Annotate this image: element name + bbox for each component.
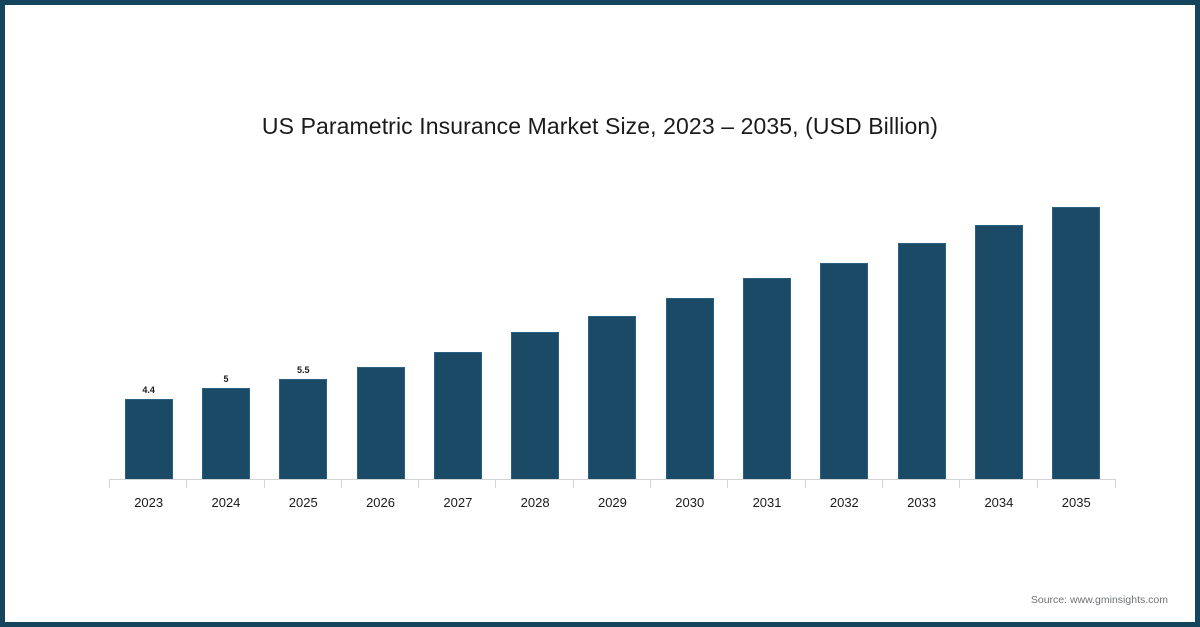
- bar-slot: [728, 190, 805, 479]
- x-axis-label-2024: 2024: [211, 495, 241, 510]
- tick-slot: [418, 479, 496, 488]
- bar-slot: 5: [187, 190, 264, 479]
- x-axis-line: [110, 479, 1115, 480]
- tick-slot: [727, 479, 805, 488]
- bar-series: 4.4 5 5.5: [110, 190, 1115, 479]
- x-axis-label-2032: 2032: [829, 495, 859, 510]
- x-axis-label-2031: 2031: [752, 495, 782, 510]
- tick-slot: [186, 479, 264, 488]
- bar-slot: [883, 190, 960, 479]
- bar-value-label: 4.4: [142, 385, 155, 395]
- x-axis-label-2025: 2025: [288, 495, 318, 510]
- bar-2032[interactable]: [820, 263, 869, 479]
- bar-2029[interactable]: [588, 316, 637, 479]
- bar-slot: [806, 190, 883, 479]
- bar-2026[interactable]: [356, 367, 405, 479]
- tick-slot: [650, 479, 728, 488]
- bar-slot: [651, 190, 728, 479]
- tick-slot: [804, 479, 883, 488]
- source-attribution: Source: www.gminsights.com: [1030, 594, 1168, 606]
- bar-slot: [342, 190, 419, 479]
- tick-mark: [263, 479, 265, 488]
- tick-slot: [109, 479, 187, 488]
- x-axis-label-2029: 2029: [597, 495, 627, 510]
- x-axis-labels: 2023 2024 2025 2026 2027 2028 2029 2030 2031 2032…: [110, 495, 1115, 510]
- bar-2023[interactable]: [124, 399, 173, 479]
- bar-2025[interactable]: [279, 379, 328, 479]
- tick-slot: [263, 479, 342, 488]
- tick-mark: [650, 479, 652, 488]
- bar-slot: [419, 190, 496, 479]
- tick-slot: [495, 479, 573, 488]
- x-axis-label-2033: 2033: [907, 495, 937, 510]
- tick-mark: [572, 479, 574, 488]
- tick-mark: [186, 479, 188, 488]
- tick-mark: [109, 479, 110, 488]
- tick-slot: [959, 479, 1037, 488]
- tick-mark: [727, 479, 729, 488]
- tick-slot: [572, 479, 651, 488]
- bar-slot: [1038, 190, 1115, 479]
- bar-value-label: 5.5: [296, 365, 310, 375]
- tick-mark: [881, 479, 883, 488]
- bar-slot: [496, 190, 573, 479]
- tick-mark: [340, 479, 342, 488]
- bar-2030[interactable]: [665, 298, 714, 479]
- bar-slot: 4.4: [110, 190, 187, 479]
- tick-slot: [881, 479, 960, 488]
- bar-2031[interactable]: [743, 278, 792, 479]
- tick-mark: [418, 479, 420, 488]
- bar-slot: [574, 190, 651, 479]
- x-axis-label-2035: 2035: [1061, 495, 1091, 510]
- x-axis-label-2034: 2034: [984, 495, 1014, 510]
- x-axis-label-2028: 2028: [520, 495, 550, 510]
- tick-mark: [1036, 479, 1038, 488]
- tick-slot: [340, 479, 419, 488]
- tick-mark: [959, 479, 961, 488]
- x-axis-label-2023: 2023: [134, 495, 164, 510]
- x-axis-label-2026: 2026: [366, 495, 395, 510]
- tick-mark: [1114, 479, 1116, 488]
- bar-2033[interactable]: [897, 243, 946, 479]
- chart-title: US Parametric Insurance Market Size, 202…: [261, 113, 939, 139]
- bar-value-label: 5: [223, 374, 229, 384]
- bar-2024[interactable]: [201, 388, 250, 479]
- bar-slot: [960, 190, 1037, 479]
- bar-2034[interactable]: [974, 225, 1023, 479]
- bar-2027[interactable]: [433, 352, 482, 479]
- x-axis-ticks: [109, 479, 1116, 488]
- tick-mark: [804, 479, 806, 488]
- x-axis-label-2027: 2027: [443, 495, 473, 510]
- tick-mark: [495, 479, 497, 488]
- bar-2028[interactable]: [511, 332, 560, 479]
- x-axis-label-2030: 2030: [675, 495, 705, 510]
- bar-slot: 5.5: [265, 190, 342, 479]
- tick-slot: [1036, 479, 1116, 488]
- bar-2035[interactable]: [1052, 207, 1101, 479]
